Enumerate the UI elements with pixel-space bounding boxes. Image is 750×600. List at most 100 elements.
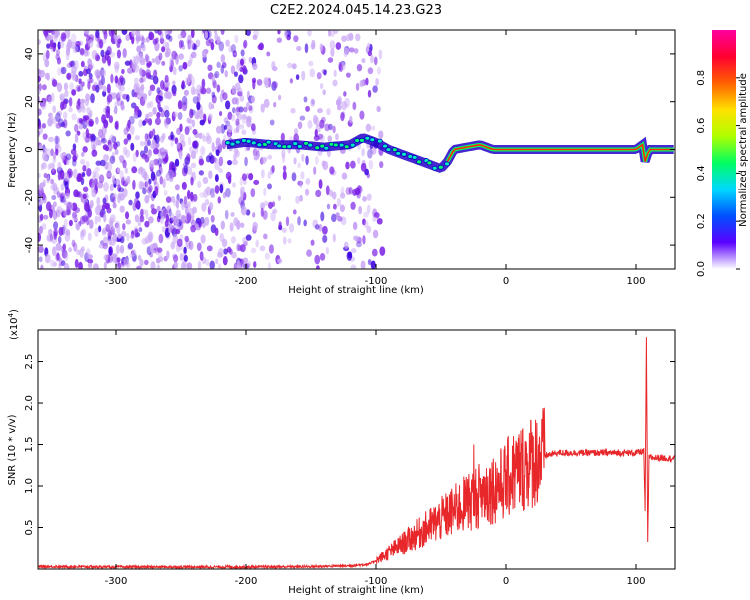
spectrogram-cell: [53, 34, 58, 42]
spectrogram-cell: [89, 219, 94, 230]
spectrogram-cell: [122, 223, 126, 231]
spectrogram-cell: [349, 47, 355, 53]
spectrogram-cell: [242, 257, 249, 264]
spectrogram-cell: [361, 58, 366, 64]
spectrogram-cell: [218, 263, 222, 269]
spectrogram-cell: [327, 123, 333, 131]
spectrogram-cell: [103, 154, 109, 162]
spectrogram-cell: [112, 202, 117, 209]
spectrogram-cell: [73, 189, 79, 198]
spectrogram-cell: [245, 30, 251, 37]
spectrogram-cell: [250, 123, 256, 132]
spectrogram-cell: [199, 192, 206, 198]
spectrogram-cell: [142, 187, 147, 195]
spectrogram-cell: [93, 141, 97, 149]
spectrogram-cell: [111, 92, 117, 100]
spectrogram-cell: [115, 244, 120, 255]
snr-multiplier-close: ): [9, 309, 20, 313]
spectrogram-cell: [292, 209, 297, 215]
spectrogram-cell: [49, 233, 54, 241]
spectrogram-cell: [131, 249, 137, 257]
signal-blob: [437, 164, 444, 170]
spectrogram-cell: [218, 110, 223, 117]
spectrogram-cell: [367, 42, 371, 48]
spectrogram-cell: [134, 135, 141, 141]
spectrogram-cell: [220, 30, 225, 35]
spectrogram-cell: [250, 247, 257, 254]
spectrogram-cell: [331, 213, 337, 223]
spectrogram-cell: [242, 65, 247, 74]
spectrogram-cell: [198, 158, 204, 166]
spectrogram-cell: [303, 219, 307, 227]
spectrogram-cell: [148, 178, 152, 185]
spectrogram-cell: [71, 113, 77, 121]
spectrogram-cell: [126, 133, 132, 140]
spectrogram-cell: [38, 88, 41, 96]
spectrogram-cell: [171, 111, 176, 122]
spectrogram-cell: [67, 201, 74, 211]
spectrogram-cell: [357, 157, 361, 165]
spectrogram-cell: [327, 30, 332, 37]
spectrogram-cell: [91, 49, 98, 60]
spectrogram-cell: [267, 262, 272, 269]
spectrogram-cell: [72, 211, 77, 219]
spectrogram-cell: [135, 35, 140, 45]
spectrogram-cell: [43, 214, 49, 220]
spectrogram-cell: [63, 218, 68, 228]
spectrogram-cell: [301, 70, 306, 81]
spectrogram-cell: [110, 226, 116, 235]
spectrogram-cell: [314, 224, 320, 230]
spectrogram-cell: [376, 105, 381, 113]
spectrogram-cell: [98, 225, 102, 233]
spectrogram-cell: [362, 196, 367, 202]
spectrogram-cell: [141, 237, 148, 245]
spectrogram-cell: [131, 166, 138, 174]
spectrogram-cell: [235, 97, 240, 106]
spectrogram-cell: [162, 178, 166, 189]
spectrogram-cell: [40, 264, 44, 269]
spectrogram-cell: [190, 86, 196, 96]
spectrogram-cell: [237, 244, 243, 252]
spectrogram-cell: [198, 170, 204, 176]
spectrogram-cell: [117, 262, 122, 269]
spectrogram-cell: [322, 89, 326, 96]
spectrogram-cell: [89, 109, 93, 118]
signal-blob: [323, 145, 330, 151]
signal-blob: [349, 142, 356, 148]
spectrogram-cell: [378, 49, 383, 60]
spectrogram-cell: [63, 171, 69, 182]
spectrogram-cell: [352, 221, 358, 231]
spectrogram-cell: [170, 139, 174, 147]
spectrogram-cell: [38, 172, 41, 179]
spectrogram-cell: [192, 140, 198, 149]
spectrogram-cell: [53, 228, 58, 237]
spectrogram-cell: [196, 89, 202, 96]
y-tick-label: 40: [24, 48, 35, 61]
spectrogram-cell: [252, 79, 256, 90]
spectrogram-cell: [281, 227, 287, 233]
spectrogram-cell: [219, 183, 224, 194]
spectrogram-cell: [277, 30, 281, 35]
spectrogram-cell: [56, 252, 60, 261]
spectrogram-cell: [131, 30, 135, 38]
spectrogram-cell: [196, 84, 202, 94]
spectrogram-cell: [260, 202, 265, 211]
spectrogram-cell: [264, 252, 271, 260]
spectrogram-cell: [327, 135, 333, 142]
spectrogram-cell: [240, 205, 247, 216]
spectrogram-cell: [161, 46, 166, 53]
spectrogram-cell: [192, 193, 198, 202]
spectrogram-cell: [214, 185, 220, 194]
spectrogram-cell: [76, 172, 83, 182]
snr-frame: [37, 329, 676, 570]
spectrogram-cell: [190, 30, 195, 39]
spectrogram-cell: [160, 151, 166, 159]
spectrogram-cell: [319, 83, 324, 90]
spectrogram-cell: [60, 260, 66, 267]
spectrogram-cell: [165, 214, 170, 223]
spectrogram-cell: [41, 162, 47, 170]
spectrogram-cell: [164, 109, 170, 118]
spectrogram-cell: [186, 262, 193, 269]
spectrogram-cell: [116, 167, 121, 173]
spectrogram-cell: [326, 108, 331, 116]
